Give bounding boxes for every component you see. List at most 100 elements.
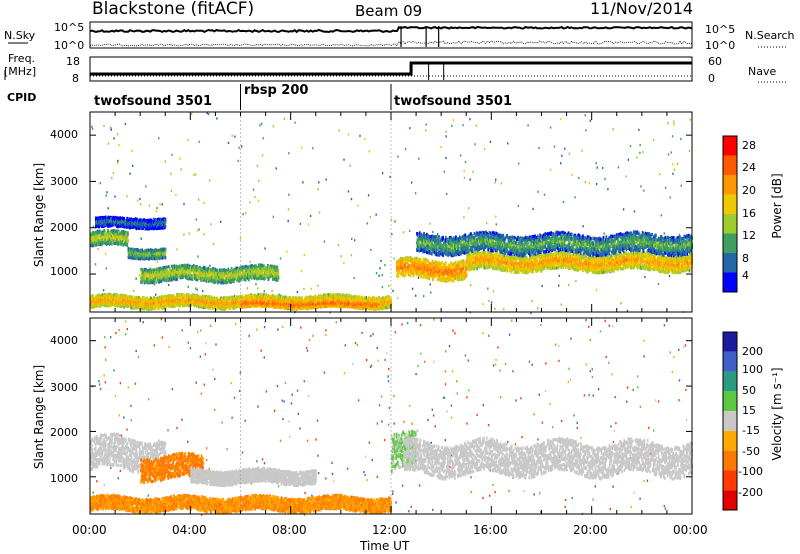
power-scatter-point: [518, 163, 519, 165]
power-scatter-point: [137, 200, 138, 202]
power-scatter-point: [105, 253, 106, 255]
power-scatter-point: [415, 192, 416, 194]
power-scatter-point: [171, 154, 172, 156]
power-scatter-point: [544, 194, 545, 196]
power-scatter-point: [585, 181, 586, 183]
power-scatter-point: [111, 177, 112, 179]
power-scatter-point: [680, 138, 681, 140]
power-scatter-point: [155, 294, 156, 296]
power-scatter-point: [453, 119, 454, 121]
power-scatter-point: [353, 277, 354, 279]
power-scatter-point: [659, 173, 660, 175]
power-scatter-point: [181, 168, 182, 170]
power-scatter-point: [380, 260, 381, 262]
power-scatter-point: [445, 157, 446, 159]
power-scatter-point: [357, 204, 358, 206]
power-scatter-point: [145, 185, 146, 187]
nsky-line: [90, 27, 692, 32]
power-scatter-point: [198, 228, 199, 230]
power-scatter-point: [129, 173, 130, 175]
power-scatter-point: [254, 196, 255, 198]
power-scatter-point: [250, 261, 251, 263]
power-scatter-point: [465, 161, 466, 163]
power-scatter-point: [203, 233, 204, 235]
power-scatter-point: [689, 118, 690, 120]
power-scatter-point: [460, 154, 461, 156]
power-scatter-point: [351, 238, 352, 240]
power-scatter-point: [208, 113, 209, 115]
power-scatter-point: [376, 214, 377, 216]
power-scatter-point: [310, 215, 311, 217]
power-scatter-point: [412, 288, 413, 290]
power-scatter-point: [418, 158, 419, 160]
power-scatter-point: [397, 156, 398, 158]
power-scatter-point: [392, 290, 393, 292]
power-scatter-point: [301, 147, 302, 149]
nsky-panel-frame: [90, 22, 692, 48]
power-scatter-point: [297, 291, 298, 293]
power-scatter-point: [463, 216, 464, 218]
power-scatter-point: [638, 129, 639, 131]
power-scatter-point: [642, 151, 643, 153]
power-scatter-point: [581, 150, 582, 152]
power-scatter-point: [110, 127, 111, 129]
power-scatter-point: [288, 208, 289, 210]
power-scatter-point: [503, 308, 504, 310]
power-echo-cell: [165, 248, 167, 251]
power-scatter-point: [653, 139, 654, 141]
power-scatter-point: [125, 123, 126, 125]
power-scatter-point: [210, 223, 211, 225]
power-scatter-point: [537, 191, 538, 193]
power-scatter-point: [117, 162, 118, 164]
power-scatter-point: [118, 144, 119, 146]
power-scatter-point: [554, 146, 555, 148]
power-scatter-point: [232, 135, 233, 137]
power-scatter-point: [179, 157, 180, 159]
power-scatter-point: [493, 290, 494, 292]
power-echo-cell: [277, 265, 279, 268]
power-scatter-point: [288, 152, 289, 154]
power-scatter-point: [303, 288, 304, 290]
power-scatter-point: [668, 153, 669, 155]
power-scatter-point: [370, 216, 371, 218]
power-scatter-point: [114, 196, 115, 198]
power-scatter-point: [276, 167, 277, 169]
power-scatter-point: [446, 135, 447, 137]
power-scatter-point: [561, 304, 562, 306]
power-scatter-point: [97, 248, 98, 250]
power-scatter-point: [630, 145, 631, 147]
power-scatter-point: [176, 248, 177, 250]
power-scatter-point: [639, 152, 640, 154]
power-scatter-point: [595, 162, 596, 164]
power-scatter-point: [245, 212, 246, 214]
power-scatter-point: [423, 295, 424, 297]
power-scatter-point: [103, 289, 104, 291]
power-scatter-point: [677, 163, 678, 165]
power-echo-cell: [165, 219, 167, 222]
power-scatter-point: [351, 198, 352, 200]
power-scatter-point: [681, 185, 682, 187]
power-echo-cell: [120, 294, 122, 297]
power-scatter-point: [234, 136, 235, 138]
power-scatter-point: [106, 267, 107, 269]
power-scatter-point: [183, 234, 184, 236]
power-scatter-point: [108, 207, 109, 209]
power-scatter-point: [464, 170, 465, 172]
power-scatter-point: [370, 249, 371, 251]
power-scatter-point: [264, 247, 265, 249]
power-scatter-point: [135, 278, 136, 280]
power-scatter-point: [560, 162, 561, 164]
power-scatter-point: [324, 240, 325, 242]
power-scatter-point: [488, 300, 489, 302]
power-scatter-point: [674, 169, 675, 171]
power-scatter-point: [113, 172, 114, 174]
power-scatter-point: [241, 145, 242, 147]
power-scatter-point: [369, 150, 370, 152]
power-scatter-point: [348, 190, 349, 192]
power-scatter-point: [359, 135, 360, 137]
power-scatter-point: [257, 287, 258, 289]
power-scatter-point: [253, 189, 254, 191]
power-scatter-point: [531, 300, 532, 302]
power-scatter-point: [403, 231, 404, 233]
